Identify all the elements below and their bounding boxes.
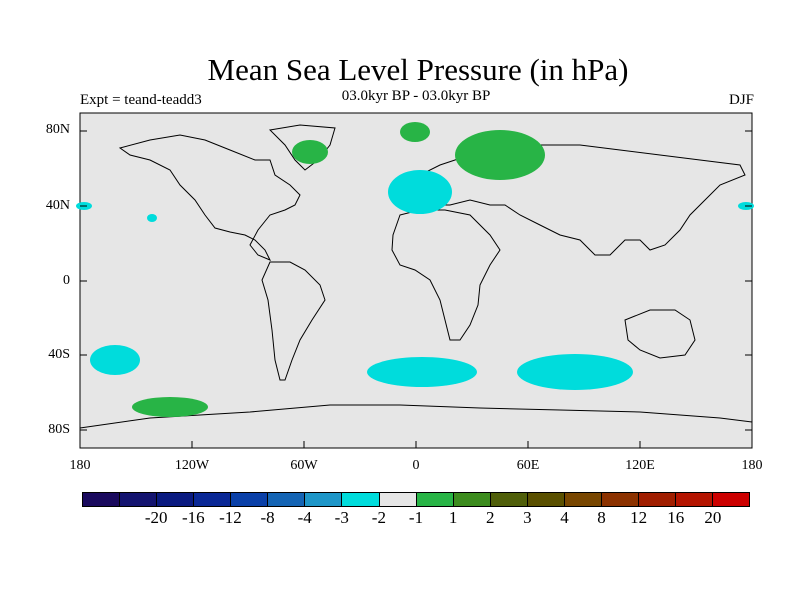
coast-eurasia: [399, 144, 746, 256]
x-tick-label: 120W: [174, 458, 210, 473]
y-tick-label: 40S: [48, 347, 70, 362]
season-label: DJF: [728, 92, 754, 108]
colorbar-swatch: [120, 493, 158, 506]
x-tick-label: 60E: [516, 458, 540, 473]
map-title: Mean Sea Level Pressure (in hPa): [207, 52, 629, 87]
y-tick-label: 0: [63, 273, 70, 288]
colorbar-swatch: [416, 493, 454, 506]
colorbar-label: -12: [219, 508, 242, 527]
colorbar-label: -4: [297, 508, 312, 527]
colorbar-swatch: [342, 493, 380, 506]
coast-south-america: [261, 261, 326, 381]
colorbar-swatch: [305, 493, 343, 506]
anomaly-russia: [455, 130, 545, 180]
y-tick-label: 40N: [45, 198, 70, 213]
colorbar-swatch: [194, 493, 232, 506]
colorbar-label: 16: [667, 508, 685, 527]
map-subtitle: 03.0kyr BP - 03.0kyr BP: [341, 88, 491, 104]
anomaly-arctic: [400, 122, 430, 142]
coast-australia: [624, 309, 696, 359]
colorbar-label: 4: [560, 508, 569, 527]
coast-africa: [391, 209, 501, 341]
colorbar-swatch: [713, 493, 750, 506]
colorbar-swatch: [83, 493, 121, 506]
coast-north-america: [118, 134, 301, 261]
coast-antarctica: [79, 404, 753, 429]
x-tick-label: 180: [69, 458, 91, 473]
colorbar-label: -16: [181, 508, 205, 527]
colorbar-swatch: [157, 493, 195, 506]
colorbar-label: 12: [630, 508, 648, 527]
anomaly-pacific-west: [90, 345, 140, 375]
anomaly-indian-ocean: [517, 354, 633, 390]
colorbar-swatch: [268, 493, 306, 506]
colorbar-label: 1: [448, 508, 458, 527]
colorbar-swatch: [490, 493, 528, 506]
colorbar-label: -20: [144, 508, 168, 527]
colorbar-swatch: [638, 493, 676, 506]
x-tick-label: 0: [412, 458, 420, 473]
colorbar-swatch: [601, 493, 639, 506]
negative-anomalies: [76, 170, 754, 390]
colorbar-swatch: [527, 493, 565, 506]
positive-anomalies: [132, 122, 545, 417]
y-tick-label: 80N: [45, 122, 70, 137]
y-tick-label: 80S: [48, 422, 70, 437]
colorbar-label: -8: [260, 508, 275, 527]
colorbar-label: -3: [334, 508, 349, 527]
colorbar-label: -1: [408, 508, 424, 527]
axis-ticks: [80, 130, 752, 448]
x-tick-label: 120E: [625, 458, 655, 473]
colorbar-swatch: [676, 493, 714, 506]
colorbar-swatch: [379, 493, 417, 506]
experiment-label: Expt = teand-teadd3: [80, 92, 202, 108]
colorbar: [82, 492, 750, 507]
colorbar-label: 20: [704, 508, 722, 527]
x-tick-label: 60W: [290, 458, 318, 473]
colorbar-label: 8: [597, 508, 606, 527]
colorbar-swatch: [453, 493, 491, 506]
x-tick-label: 180: [741, 458, 763, 473]
colorbar-swatch: [564, 493, 602, 506]
colorbar-label: 2: [485, 508, 495, 527]
colorbar-label: -2: [371, 508, 386, 527]
anomaly-south-pacific: [132, 397, 208, 417]
anomaly-south-atlantic: [367, 357, 477, 387]
colorbar-swatch: [231, 493, 269, 506]
anomaly-greenland: [292, 140, 328, 164]
anomaly-small-pacific: [147, 214, 157, 222]
anomaly-europe: [388, 170, 452, 214]
colorbar-label: 3: [523, 508, 532, 527]
